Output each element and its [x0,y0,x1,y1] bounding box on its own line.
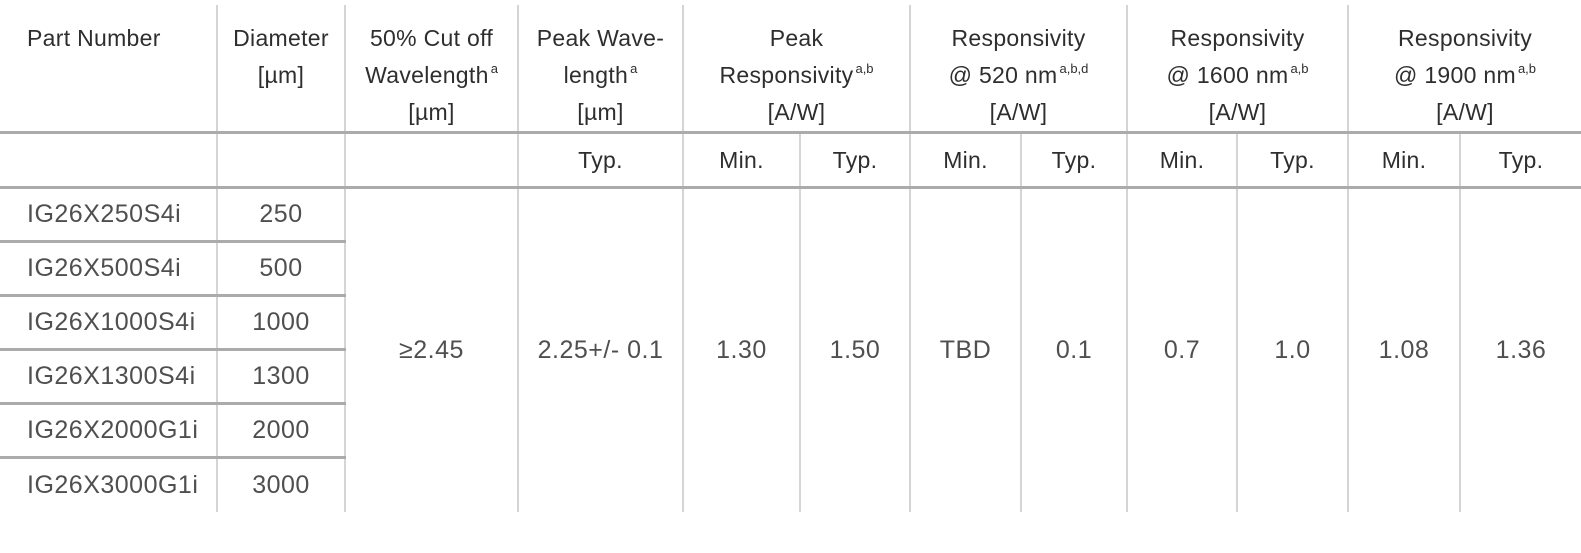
subheader-responsivity-1900-min: Min. [1347,132,1461,189]
part-number-cell: IG26X250S4i [0,187,217,243]
column-header-responsivity-1600nm: Responsivity @ 1600 nm a,b [A/W] [1126,5,1349,134]
subheader-responsivity-1600-typ: Typ. [1236,132,1349,189]
value-cell-responsivity-520-min: TBD [909,187,1022,512]
diameter-cell: 3000 [216,457,345,512]
header-unit: [µm] [577,99,624,125]
footnote-marker: a [630,61,638,76]
footnote-marker: a,b,d [1059,61,1089,76]
value-cell-peak-responsivity-typ: 1.50 [798,187,911,512]
header-text: Part Number [27,25,161,51]
header-row-groups: Part Number Diameter [µm] 50% Cut off Wa… [0,5,1581,134]
part-number-cell: IG26X500S4i [0,241,217,297]
header-unit: [A/W] [989,99,1048,125]
table-row: IG26X3000G1i 3000 [0,457,1581,512]
diameter-cell: 1300 [216,349,345,405]
value-cell-peak-wavelength-typ: 2.25+/- 0.1 [517,187,683,512]
subheader-responsivity-520-typ: Typ. [1020,132,1128,189]
subheader-peak-responsivity-min: Min. [682,132,800,189]
header-unit: [A/W] [767,99,826,125]
table-row: IG26X1000S4i 1000 [0,295,1581,351]
footnote-marker: a,b [1290,61,1309,76]
subheader-responsivity-520-min: Min. [909,132,1022,189]
table-row: IG26X500S4i 500 [0,241,1581,297]
diameter-cell: 250 [216,187,345,243]
table-row: IG26X2000G1i 2000 [0,403,1581,459]
column-header-peak-wavelength: Peak Wave- length a [µm] [517,5,683,134]
column-header-responsivity-520nm: Responsivity @ 520 nm a,b,d [A/W] [909,5,1128,134]
header-text: @ 1600 nm a,b [1166,61,1309,88]
diameter-cell: 500 [216,241,345,297]
column-header-peak-responsivity: Peak Responsivity a,b [A/W] [681,5,911,134]
header-unit: [µm] [257,62,305,88]
table-row: IG26X1300S4i 1300 [0,349,1581,405]
value-cell-responsivity-1900-typ: 1.36 [1459,187,1581,512]
subheader-peak-responsivity-typ: Typ. [798,132,911,189]
header-text: Peak [769,25,824,51]
diameter-cell: 2000 [216,403,345,459]
header-text: Wavelength a [365,61,498,88]
subheader-responsivity-1600-min: Min. [1126,132,1238,189]
column-header-part-number: Part Number [0,5,217,134]
footnote-marker: a [490,61,498,76]
table-row: IG26X250S4i 250 ≥2.45 2.25+/- 0.1 1.30 1… [0,187,1581,512]
header-text: Peak Wave- [536,25,665,51]
header-text: Diameter [233,25,329,51]
part-number-cell: IG26X3000G1i [27,470,199,499]
value-cell-responsivity-1600-min: 0.7 [1126,187,1238,512]
subheader-empty-diameter [216,132,345,189]
header-text: @ 520 nm a,b,d [948,61,1089,88]
value-cell-cutoff: ≥2.45 [344,187,518,512]
header-text: @ 1900 nm a,b [1394,61,1537,88]
header-text: Responsivity [951,25,1086,51]
part-number-cell: IG26X2000G1i [0,403,217,459]
spec-table: Part Number Diameter [µm] 50% Cut off Wa… [0,5,1581,512]
header-unit: [µm] [408,99,455,125]
subheader-responsivity-1900-typ: Typ. [1459,132,1581,189]
diameter-cell: 1000 [216,295,345,351]
value-cell-responsivity-520-typ: 0.1 [1020,187,1128,512]
header-unit: [A/W] [1208,99,1267,125]
header-text: 50% Cut off [369,25,494,51]
header-text: length a [563,61,638,88]
value-cell-responsivity-1600-typ: 1.0 [1236,187,1349,512]
part-number-cell: IG26X1300S4i [0,349,217,405]
header-row-min-typ: Typ. Min. Typ. Min. Typ. Min. Typ. Min. … [0,132,1581,189]
footnote-marker: a,b [1517,61,1537,76]
header-text: Responsivity [1170,25,1305,51]
column-header-diameter: Diameter [µm] [216,5,345,134]
subheader-empty-part-number [0,132,217,189]
header-text: Responsivity a,b [719,61,874,88]
datasheet-table-region: Part Number Diameter [µm] 50% Cut off Wa… [0,5,1581,512]
subheader-empty-cutoff [344,132,518,189]
subheader-peak-wavelength-typ: Typ. [517,132,683,189]
part-number-cell: IG26X1000S4i [0,295,217,351]
column-header-cutoff-wavelength: 50% Cut off Wavelength a [µm] [344,5,518,134]
footnote-marker: a,b [855,61,874,76]
header-text: Responsivity [1398,25,1533,51]
header-unit: [A/W] [1436,99,1494,125]
value-cell-peak-responsivity-min: 1.30 [682,187,800,512]
value-cell-responsivity-1900-min: 1.08 [1347,187,1461,512]
column-header-responsivity-1900nm: Responsivity @ 1900 nm a,b [A/W] [1347,5,1581,134]
